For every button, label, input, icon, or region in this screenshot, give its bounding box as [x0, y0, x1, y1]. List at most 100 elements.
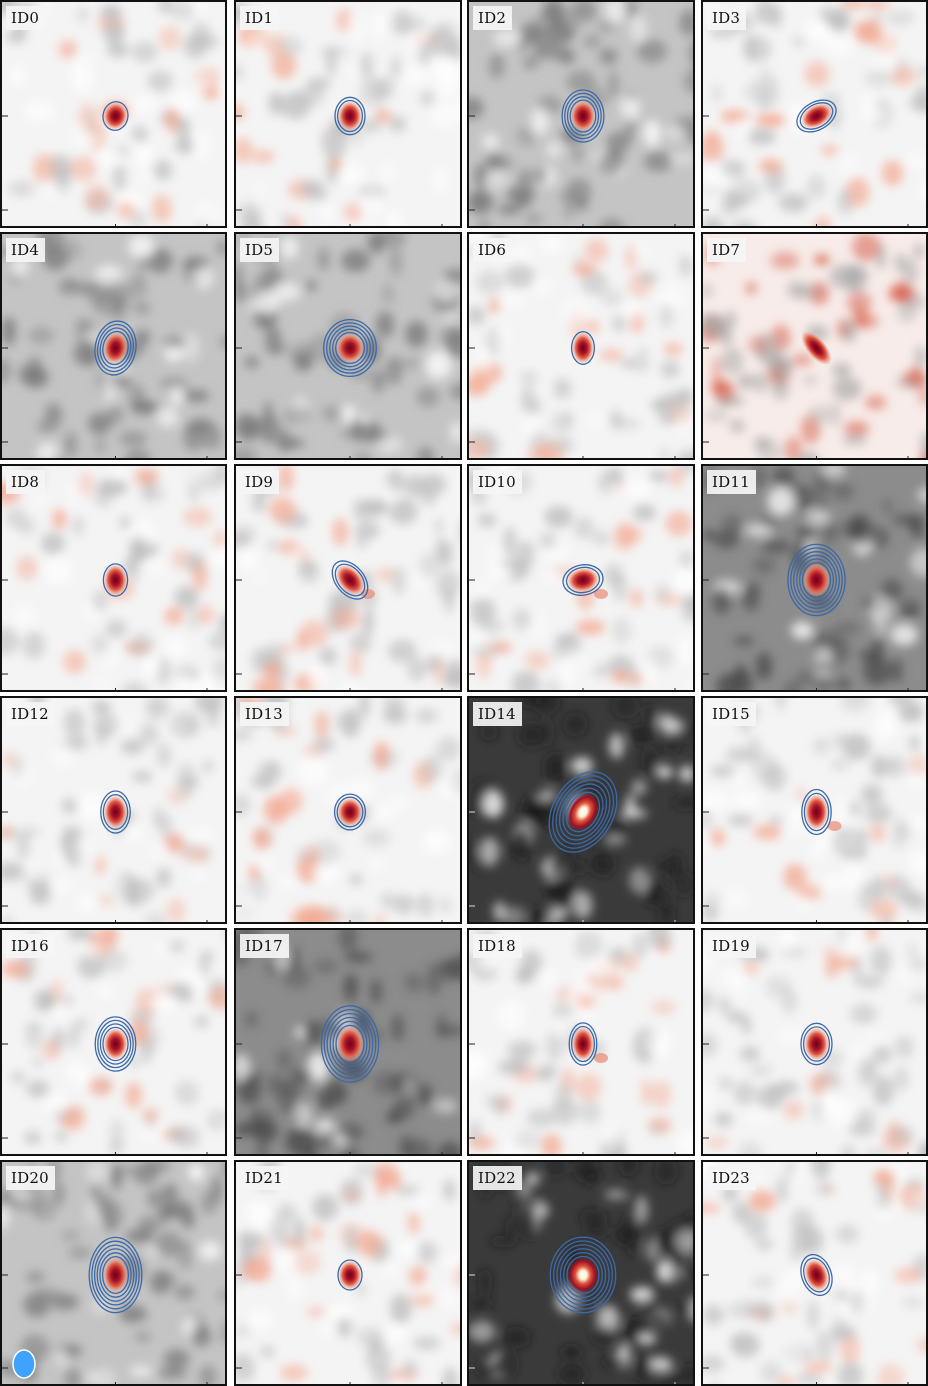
cutout-image	[703, 234, 926, 458]
panel-id-label: ID4	[6, 238, 46, 262]
contour-line	[553, 1240, 613, 1310]
source-emission	[803, 563, 830, 597]
panel-id-label: ID18	[473, 934, 522, 958]
contour-line	[802, 1026, 831, 1062]
source-emission	[804, 1259, 829, 1291]
cutout-image	[469, 466, 693, 690]
contour-line	[102, 101, 129, 131]
source-emission	[567, 793, 599, 831]
source-emission	[572, 332, 594, 364]
cutout-image	[469, 234, 693, 458]
source-emission	[103, 1257, 128, 1293]
contour-line	[548, 771, 618, 853]
panel-id-label: ID8	[6, 470, 46, 494]
source-emission	[104, 795, 127, 829]
source-emission	[570, 100, 596, 132]
source-emission	[336, 564, 364, 596]
source-emission	[103, 332, 128, 364]
contour-line	[91, 1240, 140, 1310]
contour-line	[336, 99, 364, 133]
panel-id-label: ID13	[240, 702, 289, 726]
panel-id-label: ID22	[473, 1166, 522, 1190]
cutout-image	[2, 698, 225, 922]
contour-line	[565, 566, 601, 594]
panel-id-label: ID5	[240, 238, 280, 262]
noise-texture	[236, 2, 460, 226]
cutout-panel: ID3	[701, 0, 928, 228]
contour-line	[94, 1016, 137, 1072]
panel-id-label: ID14	[473, 702, 522, 726]
cutout-image	[703, 2, 926, 226]
source-emission	[336, 1026, 364, 1062]
noise-texture	[236, 930, 460, 1154]
contour-line	[326, 1012, 374, 1076]
contour-line	[102, 794, 129, 830]
contour-line	[559, 1248, 607, 1302]
panel-id-label: ID12	[6, 702, 55, 726]
cutout-panel: ID4	[0, 232, 227, 460]
contour-line	[561, 89, 605, 143]
panel-id-label: ID2	[473, 6, 513, 30]
panel-id-label: ID9	[240, 470, 280, 494]
contour-line	[329, 325, 371, 371]
panel-id-label: ID17	[240, 934, 289, 958]
cutout-panel: ID2	[467, 0, 695, 228]
contour-line	[570, 1025, 596, 1063]
noise-texture	[703, 930, 926, 1154]
panel-id-label: ID7	[707, 238, 747, 262]
cutout-panel: ID14	[467, 696, 695, 924]
cutout-image	[2, 234, 225, 458]
source-emission	[804, 794, 829, 830]
cutout-image	[2, 2, 225, 226]
cutout-image	[236, 234, 460, 458]
noise-texture	[703, 1162, 926, 1384]
noise-texture	[2, 698, 225, 922]
contour-line	[790, 547, 843, 613]
contour-line	[562, 787, 604, 837]
cutout-image	[703, 698, 926, 922]
contour-line	[562, 564, 604, 596]
panel-id-label: ID10	[473, 470, 522, 494]
contour-line	[99, 327, 132, 369]
contour-line	[566, 96, 600, 136]
contour-line	[100, 790, 131, 834]
cutout-panel: ID8	[0, 464, 227, 692]
contour-line	[323, 318, 377, 378]
noise-texture	[2, 466, 225, 690]
panel-id-label: ID6	[473, 238, 513, 262]
cutout-image	[236, 930, 460, 1154]
noise-texture	[469, 234, 693, 458]
cutout-panel: ID12	[0, 696, 227, 924]
cutout-panel: ID23	[701, 1160, 928, 1386]
contour-line	[798, 558, 835, 602]
contour-line	[564, 92, 602, 140]
contour-line	[799, 102, 834, 130]
cutout-image	[236, 1162, 460, 1384]
cutout-panel: ID16	[0, 928, 227, 1156]
noise-texture	[703, 2, 926, 226]
panel-id-label: ID3	[707, 6, 747, 30]
cutout-image	[469, 930, 693, 1154]
contour-line	[563, 1251, 603, 1299]
cutout-image	[469, 2, 693, 226]
panel-id-label: ID20	[6, 1166, 55, 1190]
contour-line	[332, 1020, 368, 1068]
source-emission	[336, 333, 364, 363]
source-emission	[567, 567, 599, 593]
contour-line	[801, 561, 832, 599]
contour-line	[99, 1252, 132, 1298]
panel-id-label: ID19	[707, 934, 756, 958]
contour-line	[570, 331, 596, 365]
source-emission	[103, 1028, 128, 1060]
contour-line	[96, 323, 135, 373]
secondary-emission	[827, 821, 842, 831]
cutout-panel: ID1	[234, 0, 462, 228]
noise-texture	[2, 930, 225, 1154]
cutout-image	[2, 1162, 225, 1384]
contour-line	[331, 560, 369, 600]
panel-id-label: ID23	[707, 1166, 756, 1190]
contour-line	[552, 775, 614, 849]
source-emission	[337, 797, 363, 827]
cutout-image	[236, 698, 460, 922]
noise-texture	[2, 234, 225, 458]
